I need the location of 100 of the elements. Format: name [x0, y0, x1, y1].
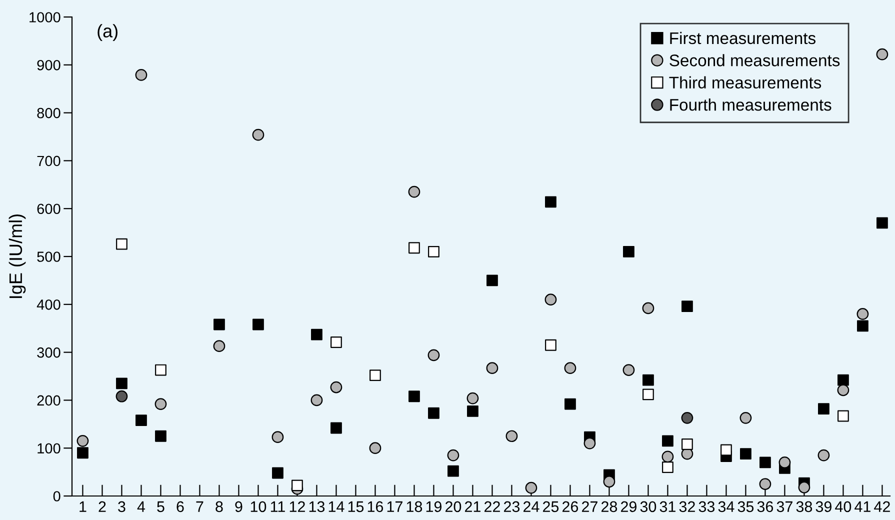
x-tick-label: 21 [464, 501, 480, 512]
point [214, 318, 225, 330]
x-tick-label: 39 [816, 501, 832, 512]
x-tick-label: 4 [137, 501, 146, 512]
point [155, 430, 166, 442]
point [740, 448, 752, 460]
point [681, 412, 694, 424]
point [428, 407, 440, 419]
point [408, 242, 420, 254]
x-tick-label: 20 [445, 501, 462, 512]
x-tick-label: 26 [562, 501, 578, 512]
x-tick-label: 35 [738, 501, 754, 512]
legend-label: Second measurements [670, 54, 840, 66]
y-tick-label: 900 [37, 60, 60, 70]
x-tick-label: 2 [98, 501, 106, 512]
x-tick-label: 11 [270, 501, 285, 512]
x-tick-label: 10 [250, 501, 266, 512]
point [818, 449, 830, 462]
point [135, 69, 148, 81]
point [116, 378, 128, 390]
x-tick-label: 12 [290, 501, 305, 512]
x-tick-label: 40 [835, 501, 852, 512]
point [448, 465, 459, 477]
x-tick-label: 17 [387, 501, 402, 512]
x-tick-label: 18 [406, 501, 422, 512]
point [466, 392, 479, 404]
point [428, 349, 440, 362]
x-tick-label: 22 [484, 501, 500, 512]
y-tick-label: 1000 [30, 12, 60, 22]
point [506, 430, 518, 442]
point [311, 328, 322, 340]
point [760, 456, 771, 468]
point [486, 274, 498, 286]
x-tick-label: 32 [679, 501, 695, 512]
point [642, 388, 654, 400]
point [778, 456, 791, 468]
point [837, 410, 849, 422]
point [662, 462, 674, 473]
y-axis-title: IgE (IU/ml) [8, 214, 26, 298]
point [116, 238, 128, 250]
point [408, 186, 420, 198]
point [837, 384, 850, 396]
y-tick-label: 300 [37, 347, 60, 358]
point [564, 362, 576, 374]
legend-label: Fourth measurements [670, 98, 832, 111]
x-tick-label: 34 [718, 501, 734, 512]
point [837, 374, 849, 386]
point [759, 478, 772, 490]
x-tick-label: 16 [368, 501, 384, 512]
point [330, 422, 342, 434]
point [292, 480, 303, 492]
point [467, 406, 478, 417]
point [428, 246, 440, 258]
point [252, 318, 264, 330]
x-tick-label: 30 [640, 501, 656, 512]
x-tick-label: 29 [620, 501, 636, 512]
point [330, 381, 342, 394]
x-tick-label: 28 [601, 501, 618, 512]
point [213, 340, 226, 352]
x-tick-label: 31 [660, 501, 676, 512]
point [486, 362, 498, 374]
point [584, 437, 596, 450]
x-tick-label: 15 [348, 501, 364, 512]
point [77, 447, 88, 459]
legend-label: First measurements [670, 32, 816, 44]
point [682, 300, 693, 312]
y-tick-label: 200 [37, 395, 60, 406]
x-tick-label: 33 [698, 501, 715, 512]
point [682, 438, 693, 450]
point [623, 246, 634, 258]
point [564, 398, 576, 410]
point [740, 412, 752, 424]
x-tick-label: 13 [309, 501, 325, 512]
legend-label: Third measurements [669, 76, 822, 89]
point [252, 128, 264, 141]
y-tick-label: 600 [37, 204, 60, 214]
x-tick-label: 41 [854, 501, 870, 512]
point [876, 217, 888, 229]
point [603, 476, 616, 488]
point [310, 394, 323, 406]
point [136, 414, 147, 426]
point [272, 431, 284, 444]
point [662, 435, 674, 447]
point [876, 48, 888, 60]
point [272, 467, 284, 479]
x-tick-label: 19 [426, 501, 442, 512]
point [622, 364, 635, 376]
x-tick-label: 37 [776, 501, 792, 512]
x-tick-label: 6 [176, 501, 184, 512]
point [544, 294, 557, 306]
x-tick-label: 25 [542, 501, 559, 512]
point [116, 390, 128, 402]
x-tick-label: 7 [196, 501, 204, 512]
point [545, 196, 556, 208]
x-tick-label: 23 [504, 501, 520, 512]
x-tick-label: 1 [80, 501, 86, 512]
annotation: (a) [98, 24, 118, 42]
point [798, 481, 810, 494]
x-tick-label: 42 [874, 501, 890, 512]
point [76, 434, 89, 447]
